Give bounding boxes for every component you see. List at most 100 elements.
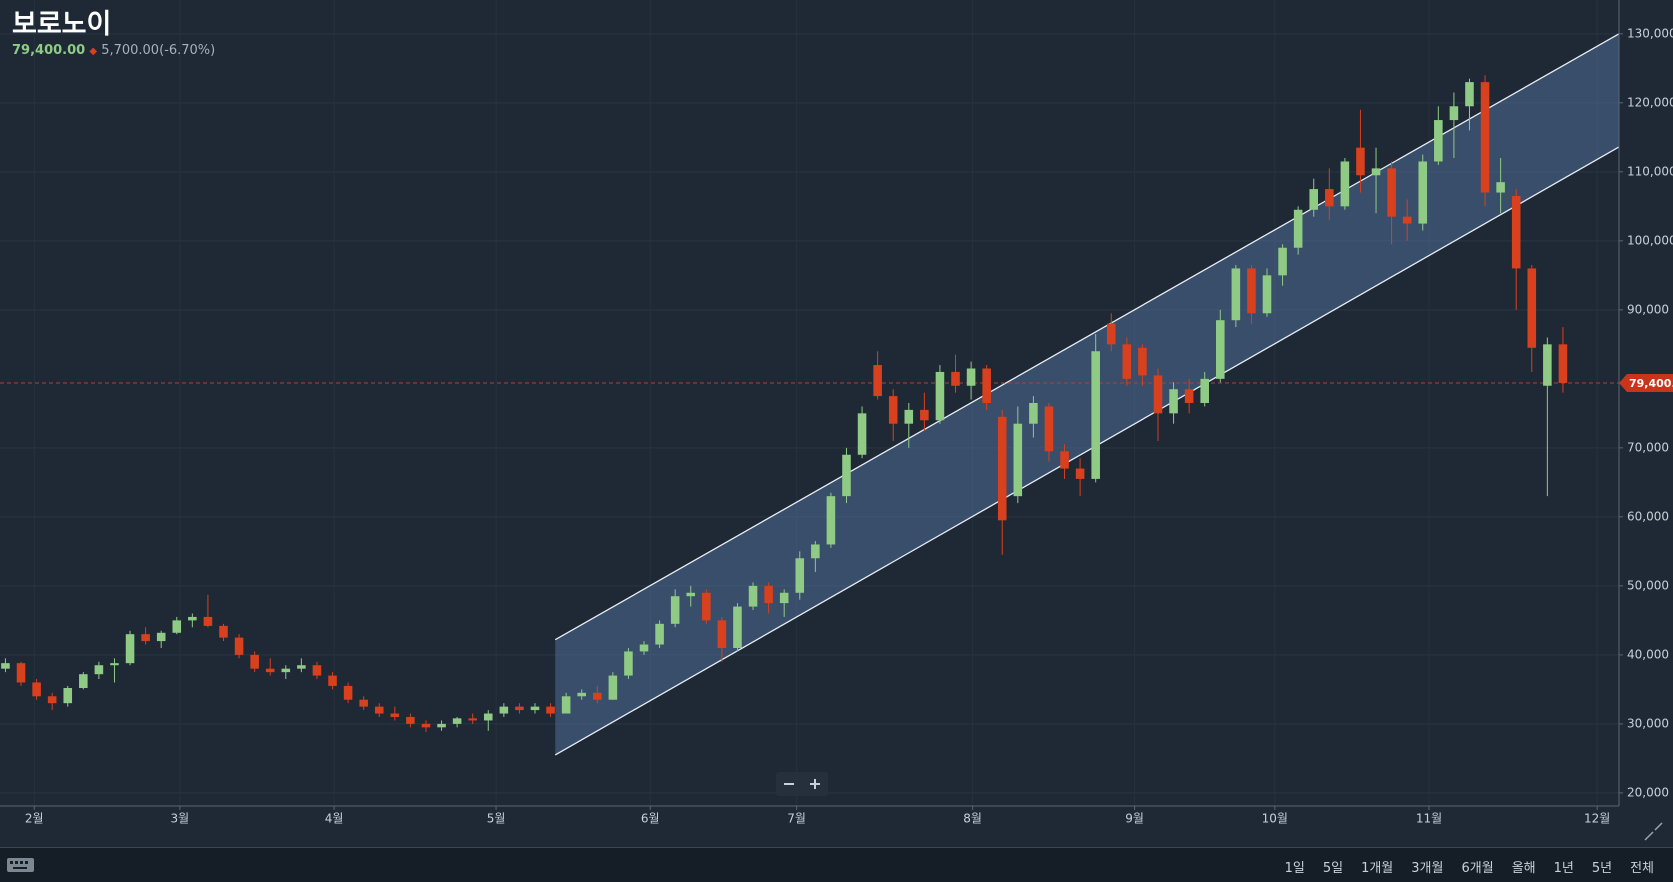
- candle-body: [888, 396, 898, 424]
- chart: 20,000 30,000 40,000 50,000 60,000 70,000 90,0…: [0, 0, 1673, 841]
- candle-body: [1293, 209, 1303, 248]
- candle-body: [1, 663, 10, 669]
- candle-body: [515, 706, 524, 711]
- candle-body: [811, 544, 820, 559]
- price-tag-label: 79,400.00: [1629, 377, 1673, 390]
- candle-body: [125, 634, 135, 664]
- candle-body: [608, 675, 618, 700]
- candle-body: [16, 663, 26, 683]
- candle-body: [1122, 344, 1132, 379]
- y-tick-label: 70,000: [1627, 440, 1669, 454]
- candle-body: [141, 634, 150, 642]
- candle-body: [1309, 189, 1319, 210]
- icon-line: [1644, 831, 1654, 841]
- candle-body: [717, 620, 727, 648]
- candle-body: [733, 606, 742, 648]
- range-button[interactable]: 5일: [1322, 861, 1344, 876]
- candle-body: [624, 651, 633, 676]
- down-marker: ◆: [89, 46, 98, 57]
- candle-body: [1387, 168, 1396, 217]
- candle-body: [639, 644, 649, 652]
- header: 보로노이 79,400.00 ◆ 5,700.00(-6.70%): [12, 2, 215, 58]
- range-button[interactable]: 전체: [1630, 861, 1654, 876]
- candle-body: [826, 496, 836, 545]
- candle-body: [1247, 268, 1256, 314]
- candle-body: [63, 687, 73, 704]
- candle-body: [281, 668, 291, 673]
- candle-body: [982, 368, 991, 403]
- candle-body: [359, 699, 368, 707]
- candle-body: [670, 596, 680, 624]
- y-tick-label: 90,000: [1627, 302, 1669, 316]
- candle-body: [156, 632, 166, 642]
- range-buttons: 1일 5일 1개월 3개월 6개월 올해 1년 5년 전체: [1276, 857, 1663, 876]
- y-tick-label: 40,000: [1627, 647, 1669, 661]
- candle-body: [857, 413, 867, 455]
- candle-body: [546, 706, 555, 714]
- candle-body: [873, 365, 882, 397]
- toolbar: 1일 5일 1개월 3개월 6개월 올해 1년 5년 전체: [0, 847, 1673, 882]
- zoom-bg: [776, 772, 828, 796]
- keyboard-icon[interactable]: [6, 856, 36, 874]
- candle-body: [406, 716, 415, 724]
- collapse-icon[interactable]: [1644, 822, 1663, 841]
- channel-lower: [554, 146, 1620, 756]
- candle-body: [561, 696, 571, 714]
- candle-body: [920, 409, 929, 421]
- candle-body: [1543, 344, 1552, 386]
- range-button[interactable]: 1년: [1553, 861, 1574, 876]
- stock-name: 보로노이: [12, 9, 112, 40]
- range-button[interactable]: 5년: [1591, 861, 1613, 876]
- candle-body: [1434, 120, 1443, 162]
- candle-body: [94, 665, 104, 675]
- zoom-buttons[interactable]: [776, 772, 828, 796]
- candle-body: [1262, 275, 1272, 314]
- candle-body: [79, 674, 88, 688]
- candle-body: [1029, 403, 1038, 424]
- candle-body: [1340, 161, 1350, 207]
- candle-body: [1496, 182, 1505, 193]
- channel-fill: [555, 33, 1619, 755]
- candle-body: [1480, 82, 1490, 193]
- candle-body: [795, 558, 805, 593]
- candle-body: [842, 454, 851, 497]
- y-tick-label: 50,000: [1627, 578, 1669, 592]
- range-button[interactable]: 6개월: [1461, 861, 1494, 876]
- candle-body: [593, 692, 602, 700]
- candle-body: [1200, 378, 1209, 403]
- candle-body: [1169, 389, 1178, 414]
- candle-body: [966, 368, 976, 386]
- candle-body: [203, 616, 213, 626]
- y-tick-label: 20,000: [1627, 785, 1669, 799]
- range-button[interactable]: 올해: [1511, 861, 1536, 876]
- candle-body: [904, 409, 914, 424]
- x-tick-label: 11월: [1416, 812, 1442, 826]
- candle-body: [1091, 351, 1100, 479]
- candle-body: [1216, 320, 1225, 379]
- candle-body: [1558, 344, 1568, 383]
- candle-body: [297, 665, 306, 669]
- candle-body: [188, 616, 197, 621]
- x-tick-label: 8월: [963, 812, 982, 826]
- candle-body: [234, 637, 244, 655]
- x-tick-label: 9월: [1125, 812, 1144, 826]
- y-tick-label: 110,000: [1627, 164, 1673, 178]
- x-tick-label: 12월: [1584, 812, 1610, 826]
- range-button[interactable]: 1일: [1284, 861, 1305, 876]
- change: 5,700.00(-6.70%): [101, 43, 216, 58]
- x-tick-label: 7월: [787, 812, 806, 826]
- candle-body: [250, 654, 259, 669]
- candle-body: [1060, 451, 1069, 469]
- y-tick-label: 60,000: [1627, 509, 1669, 523]
- range-button[interactable]: 3개월: [1411, 861, 1444, 876]
- y-tick-label: 120,000: [1627, 95, 1673, 109]
- candle-body: [702, 592, 711, 621]
- candle-body: [1418, 161, 1428, 224]
- candle-body: [997, 416, 1007, 521]
- candle-body: [779, 592, 789, 604]
- range-button[interactable]: 1개월: [1361, 861, 1394, 876]
- candle-body: [530, 706, 540, 711]
- candle-body: [1231, 268, 1241, 321]
- y-tick-label: 130,000: [1627, 26, 1673, 40]
